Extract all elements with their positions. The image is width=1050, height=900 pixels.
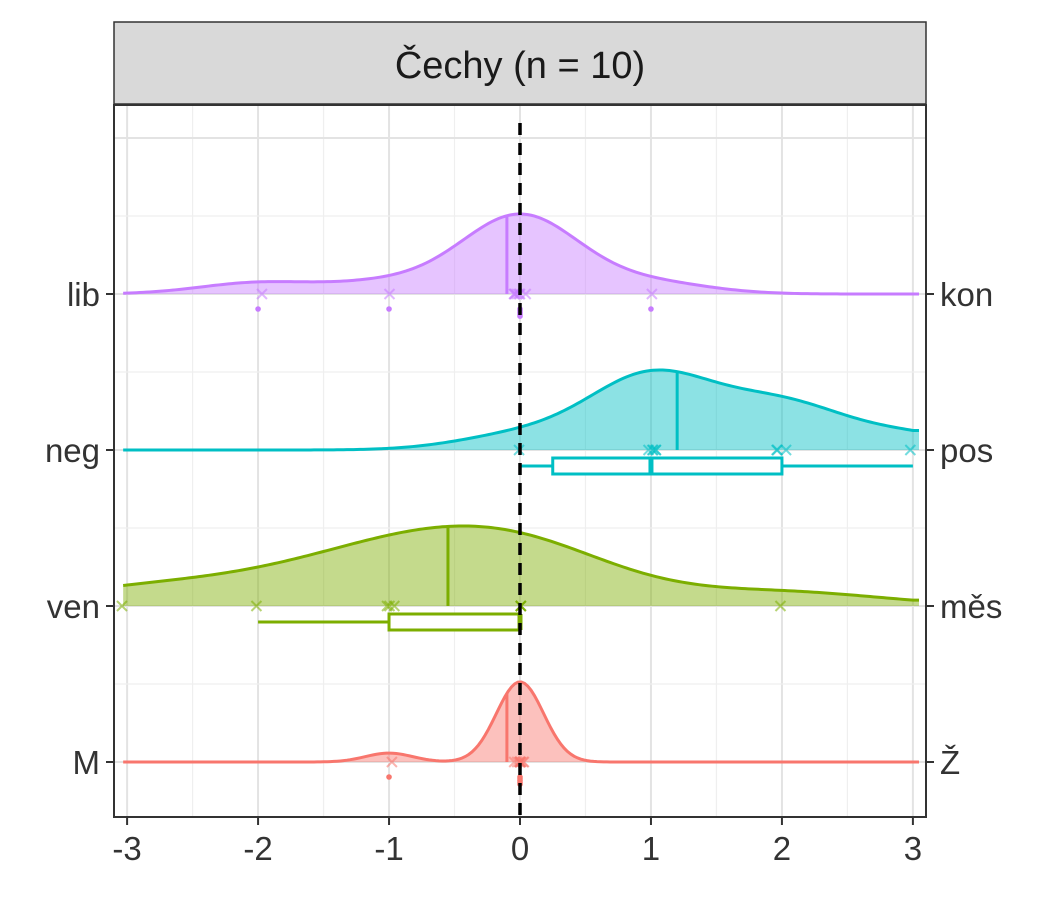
density-curve xyxy=(123,680,919,764)
jitter-point xyxy=(386,756,398,768)
x-tick-label: -3 xyxy=(112,830,141,867)
x-tick-label: 2 xyxy=(773,830,791,867)
box-iqr xyxy=(387,612,522,632)
jitter-point xyxy=(646,288,658,300)
jitter-point xyxy=(116,600,128,612)
jitter-point xyxy=(774,600,787,612)
y-left-label: neg xyxy=(45,432,100,469)
x-tick-label: -1 xyxy=(374,830,403,867)
x-tick-label: 0 xyxy=(511,830,529,867)
box-iqr xyxy=(551,456,784,476)
y-left-label: ven xyxy=(47,588,100,625)
y-right-label: kon xyxy=(940,276,993,313)
series-M-Ž xyxy=(123,680,920,787)
x-tick-label: 1 xyxy=(642,830,660,867)
y-left-label: lib xyxy=(67,276,100,313)
jitter-point xyxy=(647,444,659,456)
outlier-point xyxy=(648,306,654,312)
y-right-label: měs xyxy=(940,588,1002,625)
jitter-point xyxy=(770,444,783,456)
jitter-point xyxy=(388,600,401,612)
x-tick-label: -2 xyxy=(243,830,272,867)
facet-strip-background xyxy=(113,21,927,105)
density-area xyxy=(123,682,920,762)
jitter-point xyxy=(904,444,917,456)
y-right-label: pos xyxy=(940,432,993,469)
jitter-point xyxy=(256,288,268,300)
jitter-point xyxy=(508,756,520,768)
x-tick-label: 3 xyxy=(904,830,922,867)
jitter-point xyxy=(780,444,792,456)
facet-strip: Čechy (n = 10) xyxy=(113,21,927,105)
jitter-point xyxy=(650,444,662,456)
jitter-point xyxy=(383,600,396,612)
outlier-point xyxy=(255,306,261,312)
outlier-point xyxy=(386,306,392,312)
density-area xyxy=(123,370,920,450)
jitter-point xyxy=(383,288,396,300)
y-right-label: Ž xyxy=(940,744,960,781)
outlier-point xyxy=(386,774,392,780)
y-left-label: M xyxy=(73,744,101,781)
jitter-point xyxy=(250,600,263,612)
facet-strip-label: Čechy (n = 10) xyxy=(395,43,645,87)
